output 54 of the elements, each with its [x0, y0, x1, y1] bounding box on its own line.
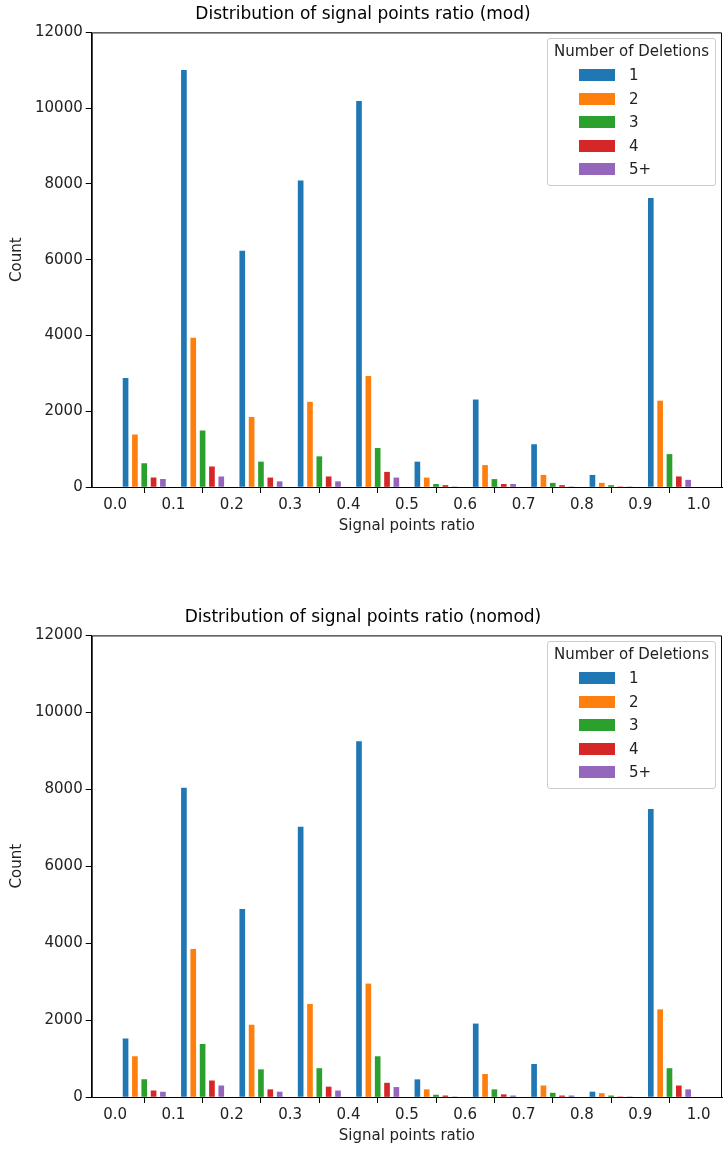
y-tick-label: 10000: [35, 98, 83, 117]
x-tick-label: 0.9: [628, 1104, 653, 1123]
x-tick-label: 0.0: [103, 494, 127, 513]
legend-label: 4: [629, 739, 639, 758]
legend-label: 1: [629, 669, 639, 688]
y-tick-label: 12000: [35, 625, 83, 644]
y-tick-label: 6000: [44, 856, 83, 875]
y-tick-label: 12000: [35, 22, 83, 41]
x-tick-label: 0.8: [570, 494, 594, 513]
y-tick-label: 4000: [44, 325, 83, 344]
x-tick-label: 0.9: [628, 494, 653, 513]
legend-title: Number of Deletions: [554, 42, 709, 61]
y-tick-label: 8000: [44, 173, 83, 192]
x-tick-label: 0.5: [394, 494, 419, 513]
y-axis-title: Count: [6, 843, 25, 889]
x-tick-label: 0.5: [394, 1104, 419, 1123]
x-axis-title: Signal points ratio: [338, 1125, 475, 1144]
legend-label: 3: [629, 716, 639, 735]
x-tick-label: 0.8: [570, 1104, 594, 1123]
x-tick-label: 0.4: [336, 1104, 361, 1123]
legend-label: 2: [629, 692, 639, 711]
y-tick-label: 2000: [44, 401, 83, 420]
x-axis-title: Signal points ratio: [338, 515, 475, 534]
chart-title: Distribution of signal points ratio (nomod): [184, 605, 542, 626]
x-tick-label: 0.7: [511, 494, 536, 513]
x-tick-label: 1.0: [686, 1104, 711, 1123]
y-tick-label: 10000: [35, 702, 83, 721]
legend-label: 5+: [629, 763, 652, 782]
x-tick-label: 0.3: [278, 494, 303, 513]
legend-label: 2: [629, 89, 639, 108]
x-tick-label: 1.0: [686, 494, 711, 513]
legend-label: 3: [629, 113, 639, 132]
x-tick-label: 0.0: [103, 1104, 127, 1123]
y-tick-label: 0: [73, 476, 83, 495]
legend-title: Number of Deletions: [554, 645, 709, 664]
x-tick-label: 0.7: [511, 1104, 536, 1123]
y-axis-title: Count: [6, 237, 25, 282]
y-tick-label: 2000: [44, 1009, 83, 1028]
legend-label: 4: [629, 136, 639, 155]
legend-label: 5+: [629, 160, 652, 179]
x-tick-label: 0.4: [336, 494, 361, 513]
chart-title: Distribution of signal points ratio (mod): [195, 2, 531, 23]
y-tick-label: 4000: [44, 933, 83, 952]
x-tick-label: 0.3: [278, 1104, 303, 1123]
y-tick-label: 0: [73, 1086, 83, 1105]
y-tick-label: 6000: [44, 249, 83, 268]
x-tick-label: 0.2: [219, 494, 244, 513]
x-tick-label: 0.6: [453, 494, 478, 513]
x-tick-label: 0.6: [453, 1104, 478, 1123]
legend-label: 1: [629, 66, 639, 85]
y-tick-label: 8000: [44, 779, 83, 798]
x-tick-label: 0.1: [161, 1104, 186, 1123]
x-tick-label: 0.1: [161, 494, 186, 513]
x-tick-label: 0.2: [219, 1104, 244, 1123]
